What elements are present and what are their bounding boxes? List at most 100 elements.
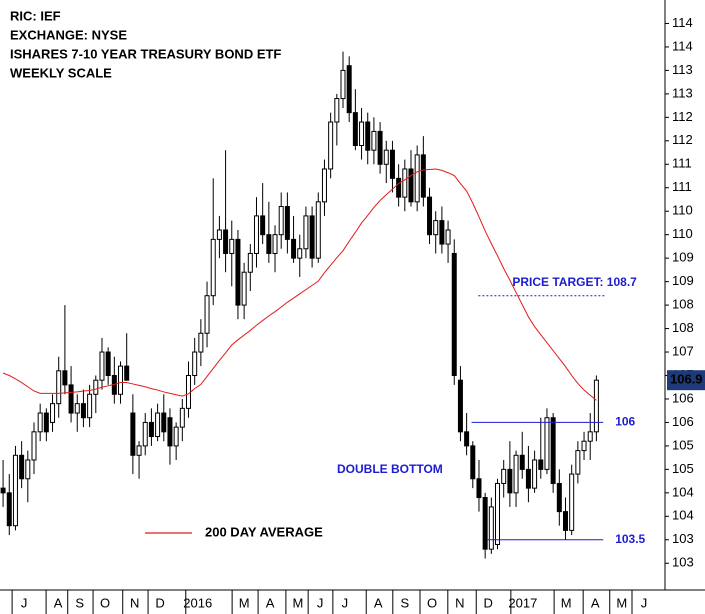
candle-body	[402, 168, 408, 198]
chart-title: EXCHANGE: NYSE	[10, 27, 127, 42]
candle-body	[352, 112, 358, 147]
candle-body	[340, 69, 346, 100]
y-tick-label: 104	[672, 508, 694, 523]
candle-body	[420, 154, 426, 198]
last-price-label: 106.9	[670, 372, 703, 387]
candle-body	[68, 384, 74, 414]
candle-body	[383, 149, 389, 165]
candle-body	[167, 417, 173, 447]
y-tick-label: 114	[672, 15, 693, 30]
candle-body	[6, 492, 12, 527]
y-tick-label: 112	[672, 132, 693, 147]
x-tick-label: S	[75, 595, 84, 610]
x-tick-label: 2017	[508, 595, 537, 610]
candle-body	[223, 229, 229, 254]
x-tick-label: J	[342, 595, 349, 610]
level-label: PRICE TARGET: 108.7	[512, 275, 637, 289]
candle-body	[532, 459, 538, 489]
candle-body	[315, 201, 321, 259]
candle-body	[464, 431, 470, 447]
candle-body	[229, 238, 235, 254]
candle-body	[130, 412, 136, 456]
candle-body	[396, 177, 402, 198]
candle-body	[562, 511, 568, 531]
candle-body	[482, 497, 488, 550]
legend-label: 200 DAY AVERAGE	[205, 524, 323, 539]
candle-body	[457, 379, 463, 433]
candle-body	[365, 121, 371, 151]
candle-body	[439, 220, 445, 245]
candle-body	[272, 234, 278, 254]
candle-body	[550, 417, 556, 484]
x-tick-label: M	[561, 595, 572, 610]
candle-body	[488, 506, 494, 550]
candle-body	[544, 417, 550, 470]
candle-body	[519, 454, 525, 470]
candle-body	[74, 403, 80, 414]
y-tick-label: 113	[672, 85, 693, 100]
candle-body	[260, 215, 266, 236]
candle-body	[513, 454, 519, 494]
x-tick-label: J	[21, 595, 28, 610]
y-tick-label: 105	[672, 461, 694, 476]
x-tick-label: 2016	[183, 595, 212, 610]
candle-body	[253, 215, 259, 254]
candle-body	[507, 468, 513, 494]
candle-body	[389, 149, 395, 179]
x-tick-label: J	[317, 595, 324, 610]
y-tick-label: 108	[672, 320, 694, 335]
candle-body	[136, 445, 142, 456]
candle-body	[476, 478, 482, 499]
candle-body	[31, 431, 37, 461]
candle-body	[179, 407, 185, 428]
candle-body	[451, 252, 457, 376]
level-label: 106	[615, 415, 635, 429]
candle-body	[575, 450, 581, 475]
last-price-box	[667, 370, 705, 391]
x-tick-label: M	[239, 595, 250, 610]
y-tick-label: 111	[672, 156, 692, 171]
x-tick-label: M	[292, 595, 303, 610]
y-tick-label: 106	[672, 414, 694, 429]
candle-body	[25, 459, 31, 480]
y-tick-label: 108	[672, 297, 694, 312]
candle-body	[235, 238, 241, 306]
y-tick-label: 113	[672, 62, 693, 77]
candle-body	[328, 121, 334, 170]
candle-body	[556, 482, 562, 513]
candle-body	[62, 370, 68, 386]
candle-body	[247, 252, 253, 273]
candle-body	[99, 351, 105, 381]
x-tick-label: O	[100, 595, 110, 610]
candle-body	[241, 271, 247, 306]
y-tick-label: 103	[672, 531, 694, 546]
candle-body	[56, 370, 62, 405]
candle-body	[185, 374, 191, 409]
candle-body	[284, 206, 290, 240]
candle-body	[216, 229, 222, 240]
chart-title: RIC: IEF	[10, 8, 61, 23]
candle-body	[309, 215, 315, 259]
moving-average-line	[2, 168, 597, 401]
candle-body	[495, 482, 501, 545]
candle-body	[204, 295, 210, 334]
y-tick-label: 111	[672, 179, 692, 194]
candle-body	[148, 421, 154, 438]
chart-title: ISHARES 7-10 YEAR TREASURY BOND ETF	[10, 46, 281, 61]
x-tick-label: J	[641, 595, 648, 610]
candle-body	[371, 130, 377, 151]
candle-body	[334, 98, 340, 123]
x-tick-label: A	[591, 595, 600, 610]
candle-body	[192, 351, 198, 376]
y-tick-label: 107	[672, 343, 694, 358]
candle-body	[155, 412, 161, 438]
x-tick-label: N	[455, 595, 464, 610]
candle-body	[433, 220, 439, 236]
y-tick-label: 109	[672, 250, 694, 265]
x-tick-label: D	[484, 595, 493, 610]
y-tick-label: 112	[672, 109, 693, 124]
candle-body	[445, 229, 451, 245]
x-tick-label: D	[155, 595, 164, 610]
candle-body	[173, 426, 179, 447]
candle-body	[198, 332, 204, 353]
